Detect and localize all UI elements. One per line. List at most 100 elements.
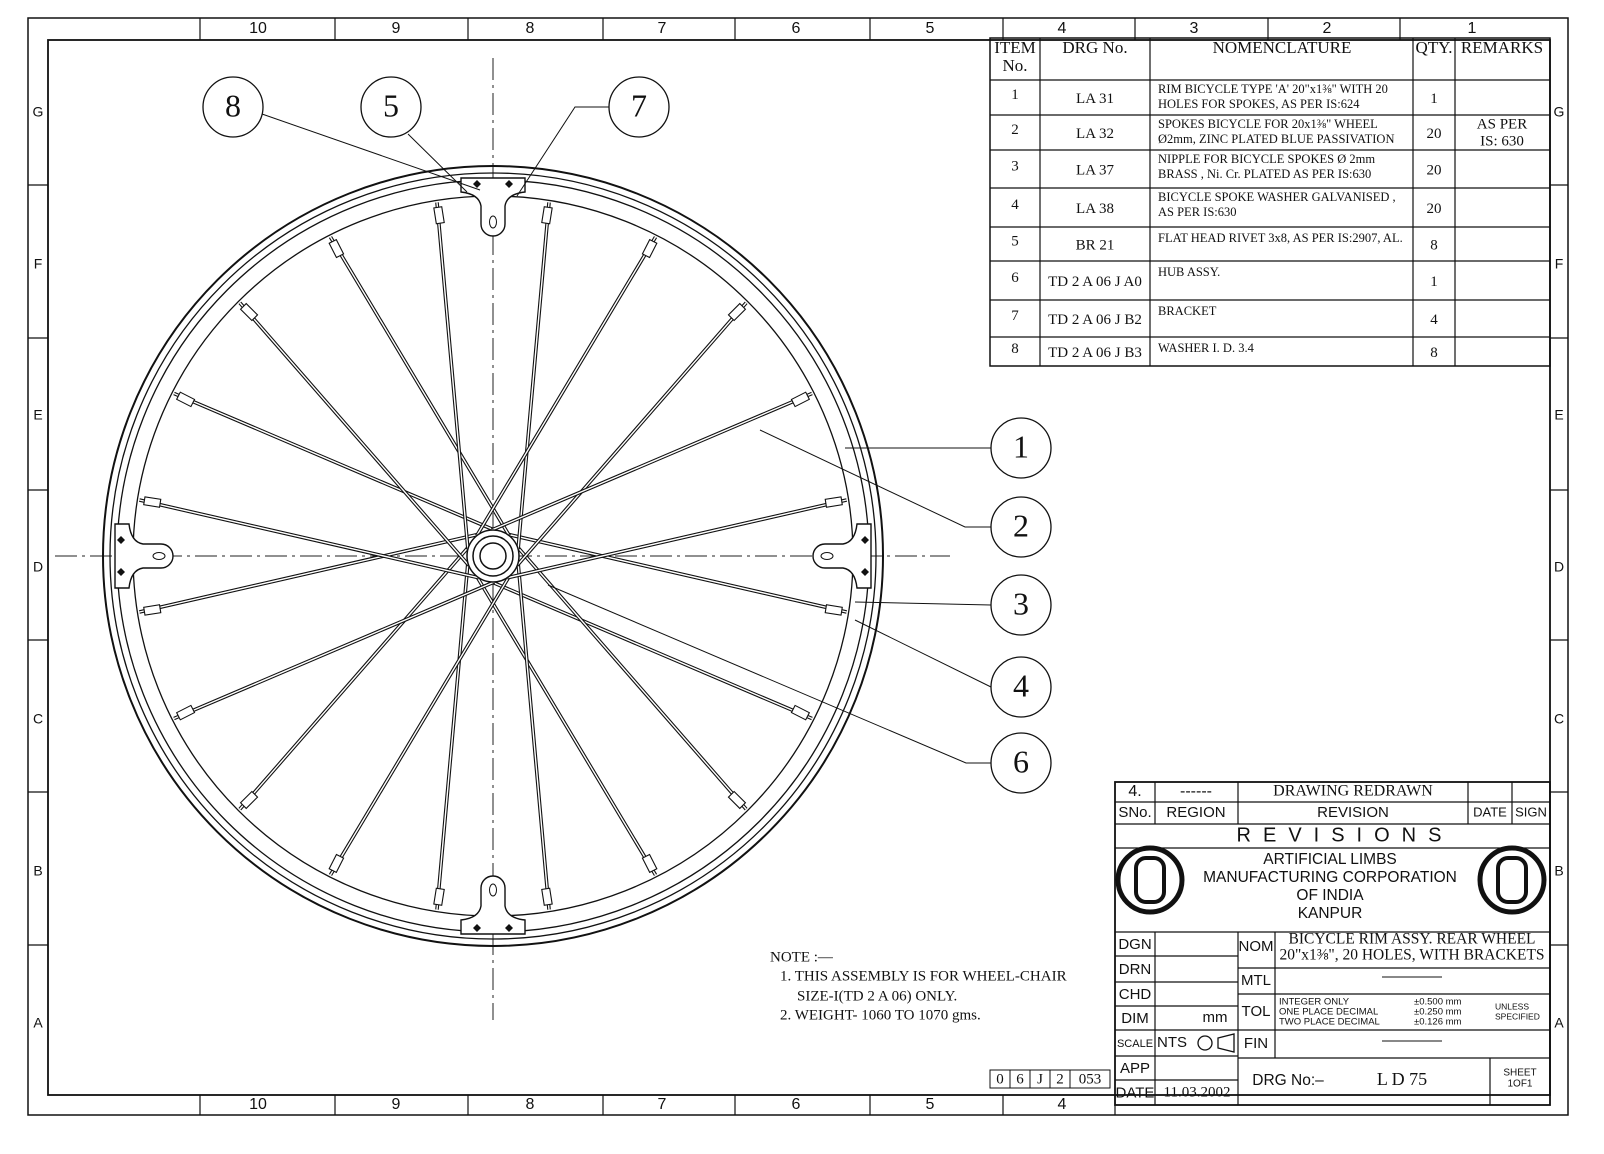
nipple bbox=[825, 605, 842, 615]
bom-header: QTY. bbox=[1416, 38, 1453, 57]
spoke-inner bbox=[518, 563, 549, 910]
zone-label: B bbox=[33, 863, 42, 879]
spoke-inner bbox=[330, 237, 509, 536]
zone-label: 4 bbox=[1058, 20, 1067, 37]
spoke-inner bbox=[492, 582, 812, 719]
title-label: FIN bbox=[1244, 1035, 1268, 1052]
zone-label: 1 bbox=[1468, 20, 1477, 37]
zone-label: G bbox=[1554, 104, 1565, 120]
bom-cell: SPOKES BICYCLE FOR 20x1⅜" WHEEL bbox=[1158, 117, 1378, 131]
bom-cell: TD 2 A 06 J B3 bbox=[1048, 345, 1142, 361]
nipple bbox=[542, 207, 552, 224]
leader-line bbox=[517, 107, 609, 196]
bom-cell: 6 bbox=[1011, 270, 1019, 286]
company-logo-mark bbox=[1498, 858, 1526, 902]
nipple bbox=[728, 791, 745, 808]
nipple bbox=[177, 392, 195, 406]
zone-label: 3 bbox=[1190, 20, 1199, 37]
bom-header: DRG No. bbox=[1062, 38, 1127, 57]
zone-label: A bbox=[1554, 1015, 1564, 1031]
revisions-title: REVISIONS bbox=[1237, 824, 1454, 846]
nipple bbox=[329, 240, 343, 258]
zone-label: 9 bbox=[392, 1096, 401, 1113]
bracket-plate bbox=[813, 524, 871, 588]
balloon-number: 7 bbox=[631, 87, 647, 123]
spoke-inner bbox=[174, 393, 494, 530]
leader-line bbox=[548, 585, 991, 763]
spoke-inner bbox=[437, 563, 468, 910]
spoke-inner bbox=[139, 500, 478, 578]
note-line: 2. WEIGHT- 1060 TO 1070 gms. bbox=[780, 1007, 981, 1023]
bom-cell: WASHER I. D. 3.4 bbox=[1158, 341, 1255, 355]
nipple bbox=[642, 240, 656, 258]
bom-cell: 20 bbox=[1427, 126, 1442, 142]
balloon-number: 6 bbox=[1013, 743, 1029, 779]
bom-cell: BR 21 bbox=[1076, 237, 1115, 253]
spoke-inner bbox=[517, 303, 746, 565]
bracket bbox=[813, 524, 871, 588]
zone-label: C bbox=[33, 711, 43, 727]
nipple bbox=[144, 497, 161, 507]
bom-cell: 7 bbox=[1011, 308, 1019, 324]
tolerance-label: TWO PLACE DECIMAL bbox=[1279, 1017, 1380, 1028]
spoke-inner bbox=[437, 202, 468, 549]
revision-cell: ------ bbox=[1180, 783, 1212, 800]
title-label: DATE bbox=[1116, 1084, 1155, 1101]
revision-cell: DRAWING REDRAWN bbox=[1273, 783, 1433, 800]
nipple bbox=[728, 304, 745, 321]
zone-label: D bbox=[1554, 559, 1564, 575]
spoke-inner bbox=[518, 202, 549, 549]
drawing-ref: 053 bbox=[1079, 1071, 1102, 1087]
revision-cell: 4. bbox=[1128, 783, 1141, 800]
zone-label: E bbox=[1554, 407, 1563, 423]
nipple bbox=[825, 497, 842, 507]
bom-cell: LA 38 bbox=[1076, 201, 1114, 217]
bom-cell: LA 37 bbox=[1076, 162, 1114, 178]
revision-header: REGION bbox=[1166, 804, 1225, 821]
zone-label: 2 bbox=[1323, 20, 1332, 37]
title-value: ———— bbox=[1382, 968, 1442, 985]
note-line: SIZE-I(TD 2 A 06) ONLY. bbox=[797, 988, 957, 1004]
title-value: mm bbox=[1203, 1009, 1228, 1026]
bom-cell: AS PER bbox=[1477, 116, 1527, 132]
drawing-ref: 6 bbox=[1016, 1071, 1024, 1087]
nipple bbox=[642, 854, 656, 872]
leader-line bbox=[855, 620, 991, 687]
zone-label: F bbox=[1555, 256, 1564, 272]
title-label: TOL bbox=[1242, 1003, 1271, 1020]
company-name: OF INDIA bbox=[1296, 887, 1364, 904]
title-label: DGN bbox=[1118, 936, 1151, 953]
bom-header: No. bbox=[1002, 56, 1027, 75]
zone-label: 4 bbox=[1058, 1096, 1067, 1113]
title-value: 11.03.2002 bbox=[1164, 1084, 1231, 1100]
bom-cell: TD 2 A 06 J A0 bbox=[1048, 274, 1142, 290]
bom-cell: RIM BICYCLE TYPE 'A' 20"x1⅜" WITH 20 bbox=[1158, 82, 1388, 96]
bom-header: REMARKS bbox=[1461, 38, 1543, 57]
spoke-inner bbox=[240, 547, 469, 809]
zone-label: 9 bbox=[392, 20, 401, 37]
note-title: NOTE :— bbox=[770, 949, 834, 965]
spoke-inner bbox=[477, 576, 656, 875]
title-nomenclature: BICYCLE RIM ASSY. REAR WHEEL bbox=[1288, 931, 1535, 948]
zone-label: 6 bbox=[792, 1096, 801, 1113]
tolerance-note: UNLESS bbox=[1495, 1001, 1529, 1011]
spoke-inner bbox=[477, 237, 656, 536]
nipple bbox=[434, 888, 444, 905]
title-value: ———— bbox=[1382, 1032, 1442, 1049]
title-label: DIM bbox=[1121, 1010, 1149, 1027]
bracket-plate bbox=[115, 524, 173, 588]
bom-cell: LA 32 bbox=[1076, 126, 1114, 142]
balloon-number: 2 bbox=[1013, 507, 1029, 543]
zone-label: 7 bbox=[658, 20, 667, 37]
nipple bbox=[542, 888, 552, 905]
bom-cell: 4 bbox=[1430, 312, 1438, 328]
bom-cell: 8 bbox=[1430, 345, 1438, 361]
spoke-inner bbox=[507, 500, 846, 578]
bracket-plate bbox=[461, 876, 525, 934]
tolerance-note: SPECIFIED bbox=[1495, 1011, 1540, 1021]
spoke-inner bbox=[240, 303, 469, 565]
bom-cell: 1 bbox=[1430, 274, 1438, 290]
balloon-number: 4 bbox=[1013, 667, 1029, 703]
bom-cell: 8 bbox=[1430, 237, 1438, 253]
title-value: NTS bbox=[1157, 1034, 1187, 1051]
